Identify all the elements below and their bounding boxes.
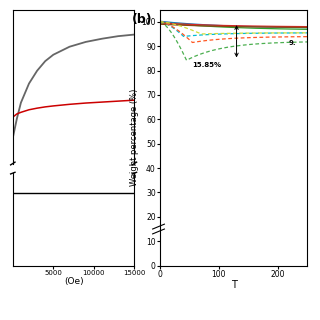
Y-axis label: Weight percentage (%): Weight percentage (%): [130, 89, 139, 186]
X-axis label: T: T: [231, 280, 236, 290]
X-axis label: (Oe): (Oe): [64, 277, 84, 286]
Text: 15.85%: 15.85%: [192, 62, 221, 68]
Text: (b): (b): [132, 13, 153, 26]
Text: 9.: 9.: [288, 40, 296, 46]
